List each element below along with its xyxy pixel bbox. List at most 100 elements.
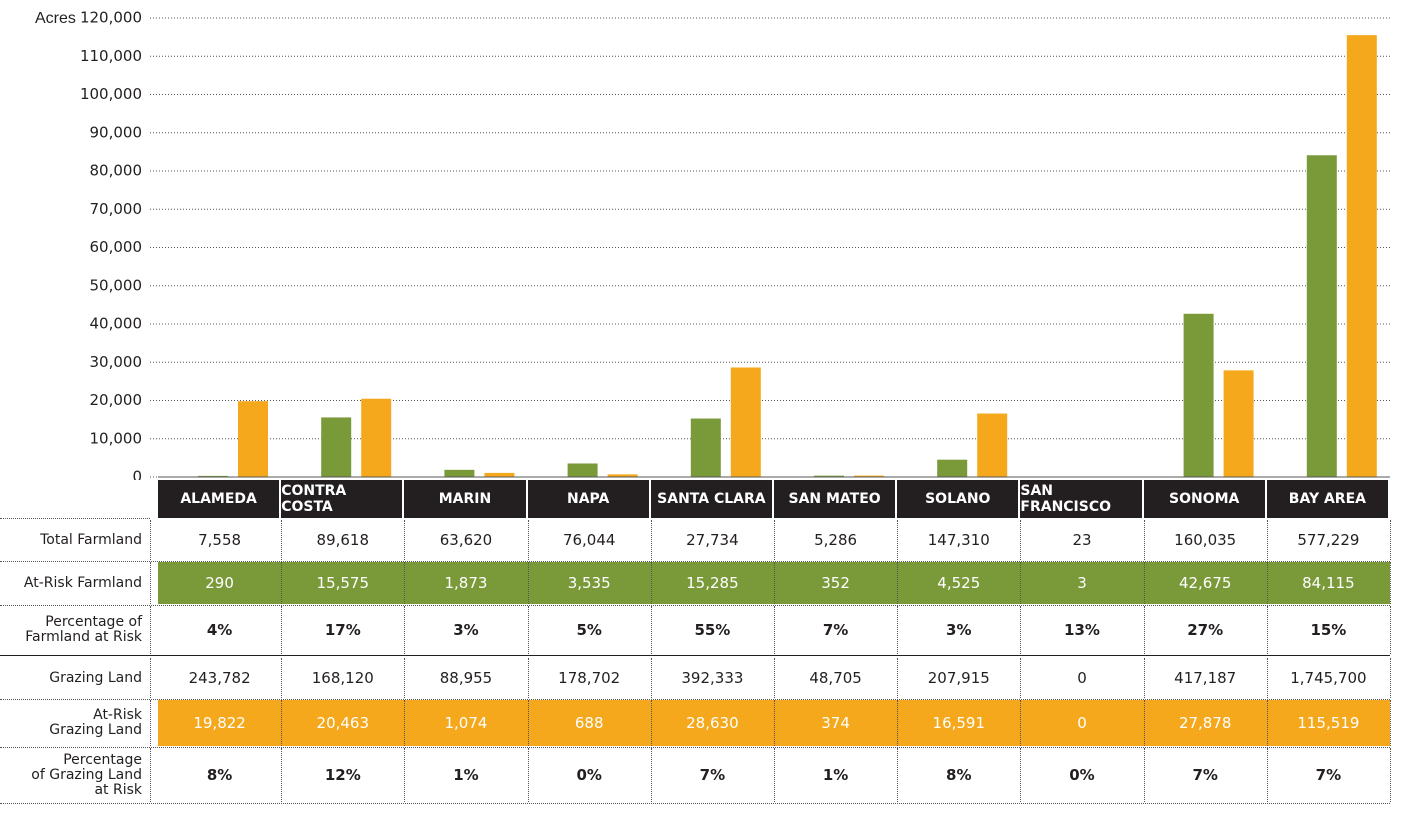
- column-header: SANTA CLARA: [650, 480, 772, 518]
- bar: [1306, 155, 1337, 477]
- table-cell: 27,878: [1178, 714, 1232, 732]
- column-header: SONOMA: [1143, 480, 1265, 518]
- column-divider: [1020, 520, 1022, 560]
- column-divider: [1143, 520, 1145, 560]
- table-cell: 417,187: [1174, 669, 1237, 687]
- bar: [444, 469, 475, 477]
- table-cell: 0: [1077, 669, 1087, 687]
- column-divider: [150, 520, 151, 560]
- y-tick-label: 100,000: [80, 85, 142, 103]
- column-divider: [1390, 658, 1391, 698]
- table-cell: 688: [574, 714, 604, 732]
- table-cell: 16,591: [932, 714, 986, 732]
- table-cell: 147,310: [927, 531, 990, 549]
- column-header: BAY AREA: [1266, 480, 1388, 518]
- table-cell: 27,734: [686, 531, 739, 549]
- column-divider: [1266, 562, 1268, 604]
- column-divider: [774, 748, 775, 802]
- column-divider: [897, 700, 899, 746]
- column-divider: [527, 606, 529, 654]
- table-cell: 8%: [206, 766, 233, 784]
- column-divider: [897, 520, 899, 560]
- table-cell: 178,702: [558, 669, 621, 687]
- column-divider: [527, 520, 529, 560]
- table-cell: 15%: [1310, 621, 1347, 639]
- table-cell: 577,229: [1297, 531, 1360, 549]
- column-header: ALAMEDA: [158, 480, 280, 518]
- column-divider: [1020, 606, 1022, 654]
- table-cell: 5,286: [814, 531, 858, 549]
- table-cell: 88,955: [439, 669, 493, 687]
- column-divider: [1390, 700, 1391, 746]
- column-divider: [897, 562, 899, 604]
- table-cell: 7%: [699, 766, 726, 784]
- table-cell: 290: [205, 574, 234, 592]
- table-cell: 1%: [453, 766, 479, 784]
- column-divider: [1390, 562, 1391, 604]
- bar: [814, 475, 844, 477]
- y-tick-label: 10,000: [90, 429, 143, 447]
- table-cell: 19,822: [193, 714, 246, 732]
- row-divider: [0, 561, 1390, 562]
- column-divider: [1266, 658, 1268, 698]
- column-divider: [1266, 700, 1268, 746]
- column-divider: [897, 606, 899, 654]
- bar: [937, 459, 968, 477]
- column-divider: [1143, 562, 1145, 604]
- column-divider: [650, 748, 652, 802]
- table-cell: 12%: [324, 766, 361, 784]
- column-divider: [650, 520, 652, 560]
- table-cell: 20,463: [316, 714, 370, 732]
- column-divider: [1390, 606, 1391, 654]
- bar: [854, 475, 884, 477]
- row-label: At-Risk Farmland: [23, 574, 142, 591]
- table-cell: 13%: [1064, 621, 1100, 639]
- y-tick-label: 40,000: [90, 315, 143, 333]
- column-divider: [650, 700, 652, 746]
- y-tick-label: 70,000: [90, 200, 143, 218]
- table-cell: 55%: [694, 621, 731, 639]
- column-divider: [1266, 606, 1268, 654]
- column-divider: [281, 700, 283, 746]
- column-divider: [404, 562, 406, 604]
- column-header: SOLANO: [897, 480, 1019, 518]
- column-divider: [281, 520, 283, 560]
- row-divider: [0, 699, 1390, 700]
- y-tick-label: 110,000: [80, 47, 142, 65]
- column-divider: [150, 700, 151, 746]
- row-label: At-Risk Grazing Land: [49, 707, 142, 738]
- column-divider: [774, 520, 775, 560]
- bar: [1346, 35, 1377, 477]
- column-divider: [1020, 700, 1022, 746]
- table-cell: 1,745,700: [1290, 669, 1367, 687]
- row-divider: [0, 518, 150, 519]
- row-divider: [0, 605, 1390, 606]
- column-divider: [1143, 700, 1145, 746]
- table-cell: 84,115: [1302, 574, 1355, 592]
- bar: [567, 463, 598, 477]
- table-cell: 7%: [1315, 766, 1342, 784]
- column-divider: [281, 658, 283, 698]
- table-cell: 0%: [576, 766, 602, 784]
- column-header: NAPA: [527, 480, 649, 518]
- bar: [198, 475, 228, 477]
- table-cell: 168,120: [311, 669, 374, 687]
- table-cell: 42,675: [1178, 574, 1232, 592]
- column-header: SAN FRANCISCO: [1020, 480, 1142, 518]
- column-divider: [150, 748, 151, 802]
- column-divider: [281, 606, 283, 654]
- column-divider: [1390, 520, 1391, 560]
- bar: [361, 398, 392, 477]
- bar: [238, 401, 268, 477]
- table-cell: 23: [1072, 531, 1092, 549]
- y-tick-label: 80,000: [90, 162, 143, 180]
- table-cell: 7,558: [198, 531, 242, 549]
- table-cell: 48,705: [809, 669, 862, 687]
- column-divider: [897, 658, 899, 698]
- column-divider: [1390, 748, 1391, 802]
- y-tick-label: 0: [132, 468, 142, 481]
- column-divider: [1266, 748, 1268, 802]
- table-cell: 17%: [324, 621, 361, 639]
- column-divider: [774, 658, 775, 698]
- bar: [977, 413, 1008, 477]
